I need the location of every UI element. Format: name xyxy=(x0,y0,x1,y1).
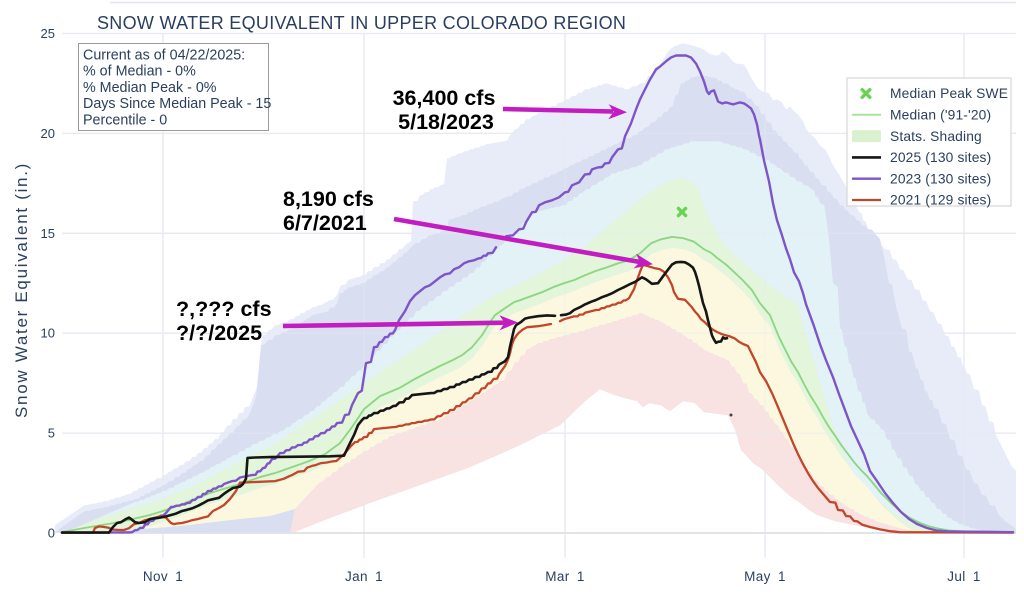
svg-text:May 1: May 1 xyxy=(744,569,786,584)
svg-text:5/18/2023: 5/18/2023 xyxy=(398,110,494,134)
svg-text:8,190 cfs: 8,190 cfs xyxy=(283,187,374,211)
svg-text:?/?/2025: ?/?/2025 xyxy=(176,321,262,345)
svg-text:% of Median - 0%: % of Median - 0% xyxy=(83,64,196,80)
svg-text:36,400 cfs: 36,400 cfs xyxy=(393,86,496,110)
svg-text:Median ('91-'20): Median ('91-'20) xyxy=(890,108,991,123)
svg-text:Days Since Median Peak - 15: Days Since Median Peak - 15 xyxy=(83,96,271,112)
svg-text:Snow Water Equivalent (in.): Snow Water Equivalent (in.) xyxy=(12,162,31,418)
svg-text:20: 20 xyxy=(41,126,55,141)
svg-text:Stats. Shading: Stats. Shading xyxy=(890,129,982,144)
svg-text:?,??? cfs: ?,??? cfs xyxy=(176,297,272,321)
svg-text:Median Peak SWE: Median Peak SWE xyxy=(890,86,1008,101)
svg-text:Percentile - 0: Percentile - 0 xyxy=(83,112,167,128)
svg-text:6/7/2021: 6/7/2021 xyxy=(283,211,367,235)
svg-text:2021 (129 sites): 2021 (129 sites) xyxy=(890,193,991,208)
svg-text:Current as of 04/22/2025:: Current as of 04/22/2025: xyxy=(83,48,245,64)
svg-text:25: 25 xyxy=(41,26,55,41)
svg-text:0: 0 xyxy=(48,526,55,541)
svg-text:2023 (130 sites): 2023 (130 sites) xyxy=(890,171,991,186)
svg-text:2025 (130 sites): 2025 (130 sites) xyxy=(890,150,991,165)
svg-text:10: 10 xyxy=(41,326,55,341)
svg-text:15: 15 xyxy=(41,226,55,241)
svg-text:% Median Peak - 0%: % Median Peak - 0% xyxy=(83,80,217,96)
svg-text:Nov 1: Nov 1 xyxy=(143,569,183,584)
svg-text:Jul 1: Jul 1 xyxy=(947,569,981,584)
svg-text:SNOW WATER EQUIVALENT IN UPPER: SNOW WATER EQUIVALENT IN UPPER COLORADO … xyxy=(97,13,626,33)
svg-text:Mar 1: Mar 1 xyxy=(545,569,585,584)
svg-text:Jan 1: Jan 1 xyxy=(345,569,383,584)
svg-text:5: 5 xyxy=(48,426,55,441)
